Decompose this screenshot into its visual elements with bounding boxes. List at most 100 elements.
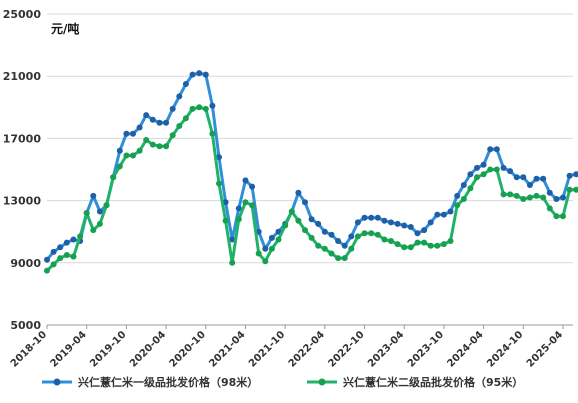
data-point <box>288 208 295 215</box>
data-point <box>130 152 136 159</box>
data-point <box>143 137 150 143</box>
data-point <box>321 245 328 252</box>
data-point <box>103 202 110 209</box>
data-point <box>57 244 64 251</box>
data-point <box>434 211 441 218</box>
series-layer <box>44 70 578 274</box>
data-point <box>196 104 203 111</box>
data-point <box>368 230 375 237</box>
data-point <box>361 230 368 237</box>
data-point <box>189 105 196 112</box>
data-point <box>130 130 136 137</box>
data-point <box>189 71 196 78</box>
data-point <box>116 147 123 154</box>
data-point <box>308 234 315 241</box>
data-point <box>454 202 461 209</box>
data-point <box>268 245 275 252</box>
data-point <box>407 224 414 230</box>
data-point <box>169 132 176 139</box>
data-point <box>176 123 183 129</box>
data-point <box>480 171 487 178</box>
y-tick-label: 25000 <box>3 8 42 21</box>
data-point <box>374 231 381 238</box>
data-point <box>493 146 500 153</box>
data-point <box>136 147 143 154</box>
data-point <box>96 220 103 227</box>
data-point <box>335 238 342 244</box>
data-point <box>302 199 308 206</box>
data-point <box>381 236 388 243</box>
data-point <box>229 259 236 266</box>
data-point <box>156 119 163 126</box>
data-point <box>513 174 520 181</box>
data-point <box>460 196 467 202</box>
y-tick-label: 9000 <box>10 257 41 270</box>
legend-label: 兴仁薏仁米二级品批发价格（95米） <box>343 375 523 389</box>
data-point <box>116 163 123 170</box>
data-point <box>255 250 262 257</box>
data-point <box>566 172 573 179</box>
data-point <box>235 216 242 223</box>
data-point <box>229 236 236 243</box>
data-point <box>546 189 553 196</box>
data-point <box>507 168 514 175</box>
data-point <box>520 174 527 181</box>
data-point <box>480 161 487 168</box>
legend-marker <box>53 378 61 386</box>
data-point <box>526 194 533 201</box>
legend-item-2: 兴仁薏仁米二级品批发价格（95米） <box>307 375 523 389</box>
data-point <box>242 199 249 206</box>
data-point <box>63 239 70 246</box>
data-point <box>202 105 209 112</box>
data-point <box>169 105 176 112</box>
data-point <box>533 175 540 182</box>
y-tick-label: 17000 <box>3 132 42 145</box>
data-point <box>222 199 229 206</box>
data-point <box>136 124 143 131</box>
data-point <box>163 143 170 150</box>
data-point <box>540 175 547 182</box>
data-point <box>533 192 540 199</box>
data-point <box>394 220 401 227</box>
y-unit-label: 元/吨 <box>51 21 79 36</box>
data-point <box>149 141 156 148</box>
data-point <box>560 213 566 220</box>
y-tick-labels: 5000 9000 13000 17000 21000 25000 <box>3 8 42 332</box>
data-point <box>209 102 216 109</box>
data-point <box>421 239 428 246</box>
legend-label: 兴仁薏仁米一级品批发价格（98米） <box>78 375 258 389</box>
data-point <box>526 182 533 188</box>
data-point <box>388 219 394 226</box>
data-point <box>196 70 203 77</box>
data-point <box>249 183 256 190</box>
data-point <box>328 231 335 238</box>
data-point <box>90 227 97 234</box>
legend-item-1: 兴仁薏仁米一级品批发价格（98米） <box>42 375 258 389</box>
data-point <box>275 236 282 243</box>
data-point <box>454 192 461 199</box>
data-point <box>182 115 189 122</box>
series-1 <box>44 70 578 263</box>
data-point <box>235 205 242 212</box>
legend: 兴仁薏仁米一级品批发价格（98米） 兴仁薏仁米二级品批发价格（95米） <box>42 375 523 389</box>
data-point <box>388 238 394 244</box>
data-point <box>268 234 275 241</box>
data-point <box>341 255 348 262</box>
data-point <box>460 182 467 188</box>
data-point <box>315 220 322 227</box>
data-point <box>467 185 474 192</box>
data-point <box>328 250 335 257</box>
data-point <box>414 239 421 246</box>
data-point <box>381 217 388 224</box>
data-point <box>520 196 527 202</box>
data-point <box>308 216 315 223</box>
data-point <box>302 227 308 234</box>
data-point <box>262 245 269 252</box>
data-point <box>110 174 117 181</box>
data-point <box>546 205 553 212</box>
axes <box>46 324 573 329</box>
data-point <box>282 222 289 229</box>
data-point <box>242 177 249 184</box>
